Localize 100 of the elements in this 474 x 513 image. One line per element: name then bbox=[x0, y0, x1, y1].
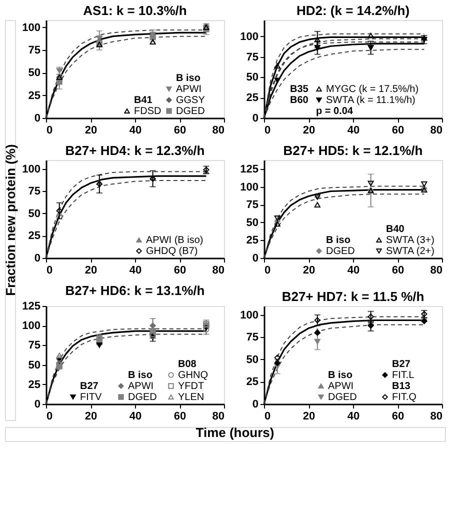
y-tick-label: 50 bbox=[246, 354, 258, 366]
annotation: B13 bbox=[392, 381, 411, 392]
legend-label: GGSY bbox=[176, 95, 206, 106]
legend-label: FITV bbox=[80, 392, 102, 403]
annotation: B27 bbox=[80, 381, 99, 392]
y-tick-label: 125 bbox=[240, 164, 258, 176]
legend-label: APWI (B iso) bbox=[146, 235, 204, 246]
x-tick-label: 20 bbox=[302, 264, 316, 276]
legend-label: MYGC (k = 17.5%/h) bbox=[326, 84, 419, 95]
x-tick-label: 60 bbox=[392, 124, 404, 136]
legend-label: APWI bbox=[128, 381, 154, 392]
legend-label: FIT.L bbox=[392, 370, 415, 381]
x-tick-label: 0 bbox=[264, 410, 271, 422]
y-tick-label: 75 bbox=[28, 44, 40, 56]
x-tick-label: 40 bbox=[347, 124, 360, 136]
annotation: B iso bbox=[328, 370, 352, 381]
legend-label: GHDQ (B7) bbox=[146, 246, 198, 257]
chart-title: AS1: k = 10.3%/h bbox=[83, 3, 187, 18]
y-tick-label: 100 bbox=[22, 22, 40, 34]
x-tick-label: 0 bbox=[264, 124, 271, 136]
y-tick-label: 75 bbox=[28, 186, 40, 198]
x-axis-title: Time (hours) bbox=[196, 425, 274, 440]
y-tick-label: 50 bbox=[28, 359, 40, 372]
y-tick-label: 100 bbox=[240, 30, 258, 43]
y-tick-label: 0 bbox=[34, 252, 40, 264]
y-tick-label: 100 bbox=[240, 309, 258, 322]
chart-title: B27+ HD6: k = 13.1%/h bbox=[65, 283, 205, 298]
chart-title: HD2: (k = 14.2%/h) bbox=[296, 3, 410, 18]
y-tick-label: 50 bbox=[246, 72, 258, 84]
y-tick-label: 50 bbox=[246, 216, 258, 229]
annotation: B iso bbox=[326, 235, 350, 246]
x-tick-label: 20 bbox=[302, 410, 316, 422]
legend-label: DGED bbox=[128, 392, 157, 403]
annotation: B41 bbox=[134, 95, 153, 106]
legend-label: DGED bbox=[326, 246, 355, 257]
y-tick-label: 0 bbox=[34, 398, 40, 410]
x-tick-label: 60 bbox=[392, 264, 404, 276]
y-tick-label: 0 bbox=[252, 398, 258, 410]
annotation: B40 bbox=[386, 224, 405, 235]
y-tick-label: 0 bbox=[34, 112, 40, 124]
legend-label: GHNQ bbox=[178, 370, 208, 381]
x-tick-label: 60 bbox=[174, 410, 186, 422]
y-tick-label: 50 bbox=[28, 67, 40, 80]
legend-label: DGED bbox=[176, 106, 205, 117]
y-tick-label: 25 bbox=[28, 230, 40, 242]
x-tick-label: 20 bbox=[84, 410, 98, 422]
x-tick-label: 0 bbox=[264, 264, 271, 276]
y-tick-label: 75 bbox=[28, 340, 40, 352]
y-tick-label: 0 bbox=[252, 252, 258, 264]
legend-label: FIT.Q bbox=[392, 392, 417, 403]
y-tick-label: 75 bbox=[246, 199, 258, 212]
legend-label: YFDT bbox=[178, 381, 204, 392]
x-tick-label: 40 bbox=[129, 410, 142, 422]
y-tick-label: 100 bbox=[240, 181, 258, 194]
x-tick-label: 0 bbox=[46, 124, 53, 136]
x-tick-label: 80 bbox=[212, 264, 224, 276]
y-tick-label: 125 bbox=[22, 300, 40, 312]
x-tick-label: 80 bbox=[430, 264, 442, 276]
y-tick-label: 25 bbox=[28, 90, 40, 102]
legend-label: APWI bbox=[176, 84, 202, 95]
y-tick-label: 50 bbox=[28, 208, 40, 220]
y-tick-label: 75 bbox=[246, 51, 258, 64]
y-tick-label: 25 bbox=[246, 234, 258, 247]
chart-title: B27+ HD7: k = 11.5 %/h bbox=[282, 289, 424, 304]
x-tick-label: 40 bbox=[129, 264, 142, 276]
annotation: B iso bbox=[128, 370, 152, 381]
legend-label: SWTA (2+) bbox=[386, 246, 434, 257]
legend-label: SWTA (3+) bbox=[386, 235, 434, 246]
x-tick-label: 60 bbox=[174, 124, 186, 136]
legend-label: YLEN bbox=[178, 392, 204, 403]
x-tick-label: 20 bbox=[84, 264, 98, 276]
y-tick-label: 25 bbox=[28, 378, 40, 391]
y-tick-label: 75 bbox=[246, 332, 258, 344]
x-tick-label: 40 bbox=[347, 264, 360, 276]
legend-label: FDSD bbox=[134, 106, 162, 117]
legend-label: APWI bbox=[328, 381, 354, 392]
annotation: p = 0.04 bbox=[316, 106, 354, 117]
x-tick-label: 40 bbox=[129, 124, 142, 136]
x-tick-label: 0 bbox=[46, 264, 53, 276]
chart-title: B27+ HD4: k = 12.3%/h bbox=[65, 143, 205, 158]
annotation: B60 bbox=[290, 95, 309, 106]
x-tick-label: 40 bbox=[347, 410, 360, 422]
x-tick-label: 20 bbox=[84, 124, 98, 136]
x-tick-label: 80 bbox=[212, 410, 224, 422]
legend-label: SWTA (k = 11.1%/h) bbox=[326, 95, 416, 106]
y-tick-label: 25 bbox=[246, 92, 258, 104]
x-tick-label: 60 bbox=[174, 264, 186, 276]
annotation: B08 bbox=[178, 359, 197, 370]
x-tick-label: 80 bbox=[430, 124, 442, 136]
y-tick-label: 0 bbox=[252, 112, 258, 124]
x-tick-label: 80 bbox=[212, 124, 224, 136]
y-tick-label: 25 bbox=[246, 376, 258, 388]
legend-label: DGED bbox=[328, 392, 357, 403]
annotation: B27 bbox=[392, 359, 411, 370]
chart-title: B27+ HD5: k = 12.1%/h bbox=[283, 143, 423, 158]
x-tick-label: 80 bbox=[430, 410, 442, 422]
annotation: B iso bbox=[176, 73, 200, 84]
x-tick-label: 0 bbox=[46, 410, 53, 422]
x-tick-label: 20 bbox=[302, 124, 316, 136]
x-tick-label: 60 bbox=[392, 410, 404, 422]
